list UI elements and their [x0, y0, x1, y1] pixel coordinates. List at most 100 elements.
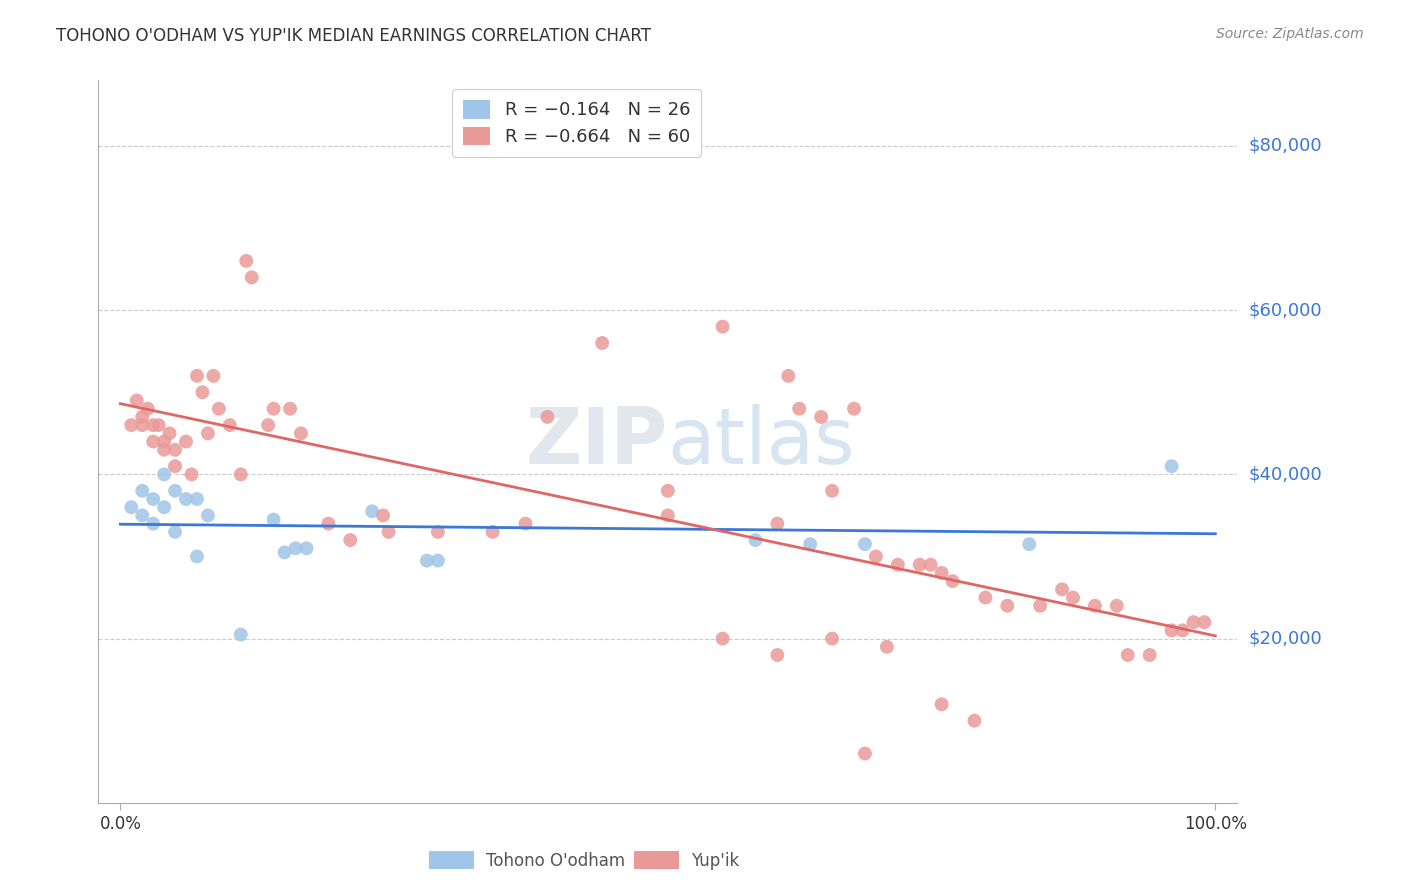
Point [339, 533, 361, 547]
Point [174, 491, 197, 506]
Point [974, 591, 997, 605]
Point [942, 574, 965, 588]
Point [273, 545, 295, 559]
Point [887, 558, 910, 572]
Point [371, 508, 394, 523]
Point [481, 524, 503, 539]
Text: TOHONO O'ODHAM VS YUP'IK MEDIAN EARNINGS CORRELATION CHART: TOHONO O'ODHAM VS YUP'IK MEDIAN EARNINGS… [56, 27, 651, 45]
Point [766, 516, 789, 531]
Point [865, 549, 887, 564]
Point [318, 516, 340, 531]
Point [125, 393, 148, 408]
Point [257, 418, 280, 433]
Point [515, 516, 537, 531]
Point [202, 368, 225, 383]
Point [131, 483, 153, 498]
Point [1050, 582, 1073, 597]
Point [426, 553, 449, 567]
Point [1105, 599, 1128, 613]
Point [136, 401, 159, 416]
Point [1139, 648, 1161, 662]
Point [153, 500, 176, 515]
Point [1171, 624, 1194, 638]
Point [787, 401, 810, 416]
Point [120, 418, 142, 433]
Point [131, 418, 153, 433]
Point [240, 270, 263, 285]
Point [778, 368, 800, 383]
Point [416, 553, 439, 567]
Text: Source: ZipAtlas.com: Source: ZipAtlas.com [1216, 27, 1364, 41]
Point [876, 640, 898, 654]
Point [1182, 615, 1205, 630]
Text: Yup'ik: Yup'ik [690, 852, 740, 870]
Point [153, 434, 176, 449]
Point [377, 524, 399, 539]
Point [1084, 599, 1107, 613]
Point [995, 599, 1018, 613]
Bar [634, 851, 679, 870]
Point [657, 483, 679, 498]
Point [284, 541, 307, 556]
Point [197, 508, 219, 523]
Point [1194, 615, 1216, 630]
Point [711, 632, 734, 646]
Point [186, 491, 208, 506]
Text: ZIP: ZIP [526, 403, 668, 480]
Point [165, 483, 187, 498]
Point [810, 409, 832, 424]
Point [197, 426, 219, 441]
Point [229, 467, 252, 482]
Point [165, 442, 187, 457]
Point [131, 409, 153, 424]
Point [361, 504, 384, 518]
Point [908, 558, 931, 572]
Point [799, 537, 821, 551]
Point [821, 483, 844, 498]
Point [1160, 624, 1182, 638]
Legend: R = −0.164   N = 26, R = −0.664   N = 60: R = −0.164 N = 26, R = −0.664 N = 60 [453, 89, 702, 157]
Point [153, 467, 176, 482]
Point [657, 508, 679, 523]
Point [159, 426, 181, 441]
Point [1029, 599, 1052, 613]
Text: $40,000: $40,000 [1249, 466, 1322, 483]
Point [148, 418, 170, 433]
Point [295, 541, 318, 556]
Bar [429, 851, 474, 870]
Point [1062, 591, 1084, 605]
Point [186, 549, 208, 564]
Point [165, 524, 187, 539]
Point [1160, 459, 1182, 474]
Point [744, 533, 766, 547]
Point [131, 508, 153, 523]
Point [174, 434, 197, 449]
Point [263, 401, 285, 416]
Point [278, 401, 301, 416]
Point [711, 319, 734, 334]
Point [426, 524, 449, 539]
Point [1116, 648, 1139, 662]
Point [263, 512, 285, 526]
Point [853, 537, 876, 551]
Text: $80,000: $80,000 [1249, 137, 1322, 155]
Point [153, 442, 176, 457]
Text: atlas: atlas [668, 403, 855, 480]
Point [931, 566, 953, 580]
Point [931, 698, 953, 712]
Point [165, 459, 187, 474]
Point [766, 648, 789, 662]
Point [218, 418, 240, 433]
Point [186, 368, 208, 383]
Point [536, 409, 558, 424]
Point [963, 714, 986, 728]
Text: Tohono O'odham: Tohono O'odham [485, 852, 624, 870]
Point [235, 253, 257, 268]
Point [920, 558, 942, 572]
Point [191, 385, 214, 400]
Point [208, 401, 231, 416]
Point [853, 747, 876, 761]
Point [180, 467, 202, 482]
Point [842, 401, 865, 416]
Point [290, 426, 312, 441]
